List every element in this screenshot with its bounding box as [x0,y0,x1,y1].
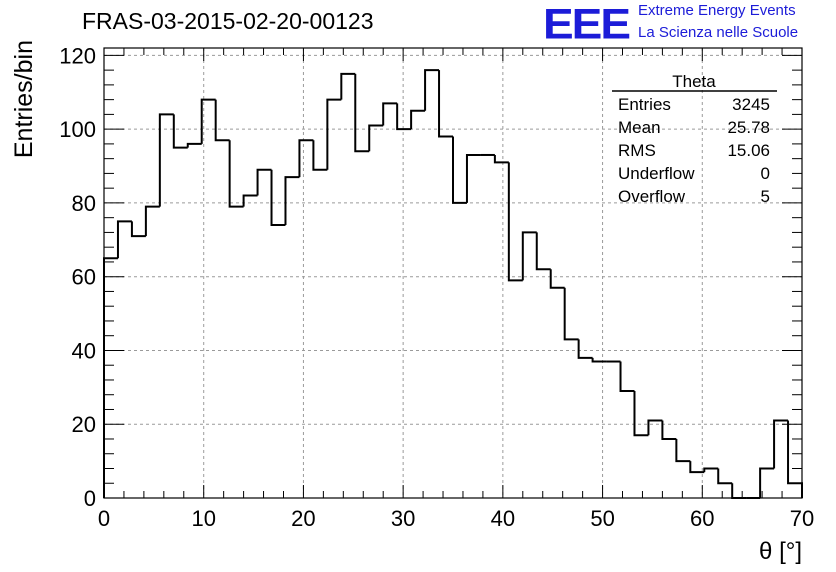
grid-lines [104,48,802,498]
x-tick-label: 60 [690,506,714,531]
stats-title: Theta [672,72,716,91]
histogram-bin [410,109,426,130]
x-tick-label: 20 [291,506,315,531]
histogram-bins [103,69,803,499]
y-tick-label: 100 [59,117,96,142]
histogram-bin [382,102,398,126]
histogram-bin [144,205,160,237]
y-tick-label: 80 [72,191,96,216]
histogram-bin [619,361,635,393]
stats-row-value: 15.06 [727,141,770,160]
histogram-bin [256,168,272,196]
histogram-bin [340,72,356,100]
histogram-bin [731,483,747,499]
logo-line-2: La Scienza nelle Scuole [638,24,799,41]
histogram-bin [703,467,719,473]
histogram-bin [465,153,481,203]
histogram-bin [270,169,286,227]
x-tick-label: 10 [191,506,215,531]
x-tick-label: 0 [98,506,110,531]
stats-row-value: 25.78 [727,118,770,137]
axis-ticks [103,48,803,499]
histogram-bin [452,136,467,204]
histogram-bin [675,438,691,463]
histogram-bin [535,232,551,271]
histogram-bin [493,154,509,164]
eee-logo: EEE [543,0,631,48]
histogram-bin [354,73,370,153]
histogram-bin [424,69,440,111]
histogram-bin [172,114,188,149]
histogram-bin [228,140,244,208]
x-tick-label: 30 [391,506,415,531]
histogram-bin [242,194,258,207]
y-tick-label: 0 [84,486,96,511]
histogram-bin [284,176,300,226]
histogram-bin [633,391,649,437]
stats-row-label: Mean [618,118,661,137]
histogram-bin [717,468,733,485]
histogram-bin [200,98,216,144]
histogram-bin [591,357,607,363]
x-tick-label: 40 [491,506,515,531]
stats-row-label: Underflow [618,164,695,183]
x-tick-label: 50 [590,506,614,531]
histogram-bin [298,139,314,178]
x-tick-labels: 0 10 20 30 40 50 60 70 [98,506,814,531]
histogram-bin [521,231,537,281]
logo-line-1: Extreme Energy Events [638,2,796,19]
histogram-bin [563,287,579,341]
histogram-bin [549,269,565,289]
stats-box: Theta Entries 3245 Mean 25.78 RMS 15.06 Underf… [612,72,777,206]
histogram-bin [396,103,412,131]
histogram-bin [438,70,453,138]
histogram-bin [130,221,146,238]
y-tick-label: 120 [59,43,96,68]
stats-row-label: RMS [618,141,656,160]
stats-row-value: 5 [761,187,770,206]
histogram-bin [326,98,342,170]
stats-row-value: 0 [761,164,770,183]
histogram-bin [773,419,789,469]
histogram-bin [312,140,328,171]
histogram-bin [647,419,663,436]
chart-title: FRAS-03-2015-02-20-00123 [82,8,374,34]
histogram-bin [158,113,174,207]
stats-row-label: Overflow [618,187,686,206]
histogram-bin [787,420,803,498]
y-tick-labels: 0 20 40 60 80 100 120 [59,43,96,511]
stats-row-value: 3245 [732,95,770,114]
histogram-bin [116,220,132,259]
histogram-bin [577,339,593,359]
histogram-bin [689,461,705,474]
histogram-bin [214,99,230,142]
y-tick-label: 60 [72,265,96,290]
y-axis-label: Entries/bin [10,40,38,158]
histogram-bin [759,467,775,498]
histogram-bin [661,420,677,440]
x-axis-label: θ [°] [759,538,802,565]
histogram-bin [186,142,202,148]
histogram-bin [103,257,118,498]
x-tick-label: 70 [790,506,814,531]
stats-row-label: Entries [618,95,671,114]
plot-frame [103,47,803,499]
histogram-bin [368,124,384,152]
y-tick-label: 40 [72,338,96,363]
histogram-bin [507,162,523,282]
y-tick-label: 20 [72,412,96,437]
